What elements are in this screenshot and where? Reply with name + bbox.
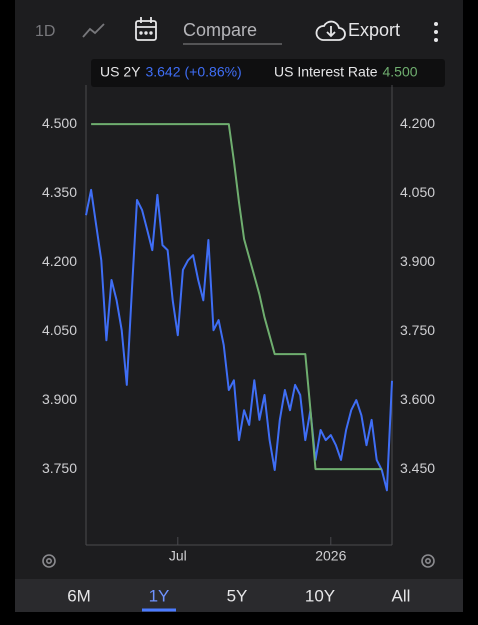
legend-change: (+0.86%) [185, 64, 242, 80]
series-line [85, 188, 393, 492]
x-tick-label: 2026 [315, 548, 346, 564]
left-settings[interactable] [42, 554, 56, 568]
interval-button[interactable]: 1D [35, 23, 55, 40]
right-settings[interactable] [421, 554, 435, 568]
y2-tick-label: 3.750 [400, 322, 435, 338]
legend-value: 3.642 [145, 64, 180, 80]
legend-box [91, 59, 445, 87]
x-tick-label: Jul [169, 548, 187, 564]
y2-tick-label: 4.050 [400, 184, 435, 200]
compare-input[interactable]: Compare [183, 20, 257, 40]
y-tick-label: 3.750 [42, 460, 77, 476]
y-tick-label: 4.050 [42, 322, 77, 338]
range-button[interactable]: 6M [67, 586, 91, 605]
y-tick-label: 4.350 [42, 184, 77, 200]
range-bar [15, 579, 463, 612]
y-tick-label: 4.200 [42, 253, 77, 269]
legend-value: 4.500 [383, 64, 418, 80]
chart-type-icon[interactable] [82, 23, 105, 38]
legend-name: US Interest Rate [274, 64, 378, 80]
calendar-icon[interactable] [135, 17, 157, 41]
more-menu[interactable] [434, 22, 438, 42]
legend-name: US 2Y [100, 64, 141, 80]
export-icon[interactable] [315, 20, 346, 41]
y2-tick-label: 3.450 [400, 460, 435, 476]
export-button[interactable]: Export [348, 20, 400, 40]
range-button[interactable]: All [392, 586, 411, 605]
series-line [91, 123, 382, 471]
y2-tick-label: 4.200 [400, 115, 435, 131]
y-tick-label: 3.900 [42, 391, 77, 407]
range-button[interactable]: 10Y [305, 586, 335, 605]
range-button[interactable]: 1Y [149, 586, 170, 605]
range-button[interactable]: 5Y [227, 586, 248, 605]
y2-tick-label: 3.900 [400, 253, 435, 269]
panel [15, 0, 463, 612]
y-tick-label: 4.500 [42, 115, 77, 131]
y2-tick-label: 3.600 [400, 391, 435, 407]
